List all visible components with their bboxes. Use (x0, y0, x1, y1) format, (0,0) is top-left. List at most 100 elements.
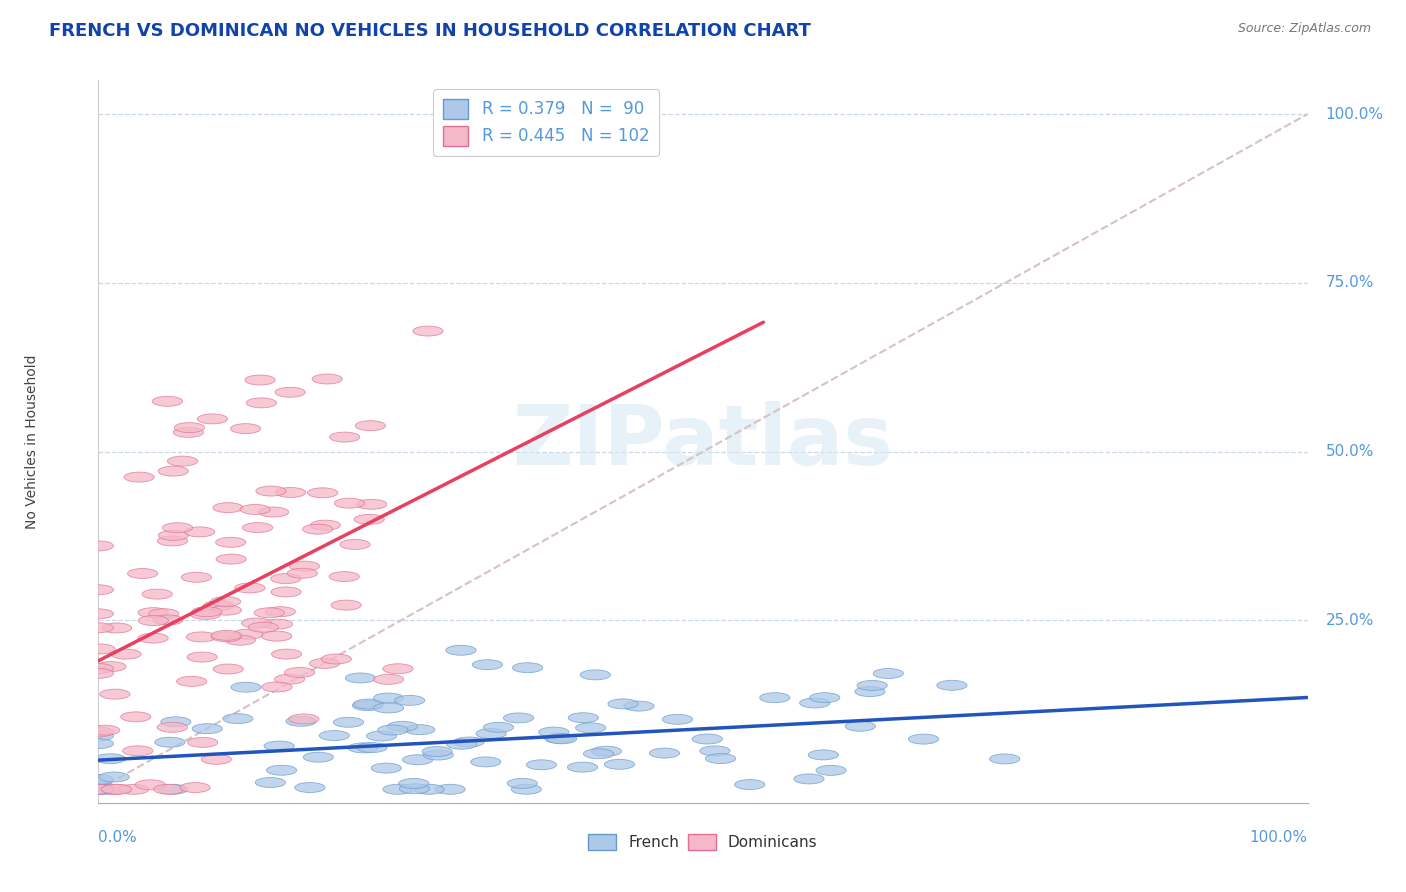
Ellipse shape (262, 632, 292, 641)
Text: 75.0%: 75.0% (1326, 276, 1374, 291)
Ellipse shape (231, 424, 260, 434)
Ellipse shape (858, 681, 887, 690)
Ellipse shape (157, 467, 188, 476)
Ellipse shape (413, 326, 443, 336)
Ellipse shape (267, 765, 297, 775)
Ellipse shape (122, 746, 153, 756)
Ellipse shape (706, 754, 735, 764)
Ellipse shape (187, 652, 217, 662)
Ellipse shape (288, 714, 319, 724)
Ellipse shape (357, 500, 387, 509)
Ellipse shape (759, 693, 790, 703)
Ellipse shape (149, 608, 179, 619)
Ellipse shape (271, 649, 302, 659)
Ellipse shape (160, 717, 191, 727)
Ellipse shape (512, 663, 543, 673)
Ellipse shape (242, 618, 271, 628)
Ellipse shape (845, 722, 876, 731)
Ellipse shape (173, 427, 204, 437)
Ellipse shape (308, 488, 337, 498)
Ellipse shape (382, 784, 413, 794)
Ellipse shape (446, 645, 477, 656)
Ellipse shape (568, 713, 599, 723)
Ellipse shape (83, 739, 114, 748)
Ellipse shape (503, 713, 534, 723)
Ellipse shape (215, 537, 246, 548)
Ellipse shape (333, 717, 364, 727)
Ellipse shape (583, 748, 613, 759)
Ellipse shape (581, 670, 610, 680)
Ellipse shape (274, 674, 305, 684)
Ellipse shape (83, 623, 114, 632)
Ellipse shape (387, 722, 418, 731)
Ellipse shape (259, 507, 288, 517)
Ellipse shape (422, 747, 453, 756)
Ellipse shape (349, 743, 378, 753)
Ellipse shape (568, 762, 598, 772)
Ellipse shape (321, 654, 352, 664)
Ellipse shape (413, 784, 444, 794)
Ellipse shape (454, 737, 484, 747)
Ellipse shape (128, 568, 157, 579)
Ellipse shape (96, 662, 127, 672)
Ellipse shape (624, 701, 654, 711)
Ellipse shape (83, 784, 114, 794)
Ellipse shape (157, 723, 187, 732)
Ellipse shape (378, 725, 408, 735)
Ellipse shape (808, 750, 838, 760)
Ellipse shape (374, 703, 404, 713)
Ellipse shape (472, 660, 502, 670)
Ellipse shape (83, 727, 114, 737)
Ellipse shape (399, 784, 430, 794)
Ellipse shape (329, 432, 360, 442)
Text: 50.0%: 50.0% (1326, 444, 1374, 459)
Ellipse shape (271, 587, 301, 597)
Ellipse shape (908, 734, 939, 744)
Text: 25.0%: 25.0% (1326, 613, 1374, 628)
Ellipse shape (211, 605, 242, 615)
Ellipse shape (235, 583, 264, 593)
Ellipse shape (512, 784, 541, 794)
Ellipse shape (83, 541, 114, 551)
Ellipse shape (83, 784, 114, 794)
Ellipse shape (304, 752, 333, 762)
Ellipse shape (83, 784, 114, 794)
Ellipse shape (335, 499, 364, 508)
Ellipse shape (138, 607, 169, 617)
Text: 100.0%: 100.0% (1326, 106, 1384, 121)
Ellipse shape (346, 673, 375, 683)
Ellipse shape (936, 681, 967, 690)
Ellipse shape (402, 755, 433, 764)
Text: Source: ZipAtlas.com: Source: ZipAtlas.com (1237, 22, 1371, 36)
Text: ZIPatlas: ZIPatlas (513, 401, 893, 482)
Ellipse shape (547, 734, 576, 744)
Ellipse shape (187, 738, 218, 747)
Ellipse shape (471, 757, 501, 767)
Ellipse shape (201, 755, 232, 764)
Ellipse shape (290, 561, 319, 571)
Ellipse shape (83, 784, 114, 794)
Ellipse shape (100, 690, 129, 699)
Ellipse shape (96, 754, 125, 764)
Ellipse shape (508, 779, 537, 789)
Ellipse shape (810, 693, 839, 703)
Ellipse shape (353, 699, 384, 709)
Ellipse shape (354, 515, 384, 524)
Ellipse shape (312, 374, 342, 384)
Ellipse shape (284, 667, 315, 677)
Ellipse shape (204, 600, 233, 611)
Ellipse shape (794, 774, 824, 784)
Ellipse shape (800, 698, 830, 708)
Ellipse shape (174, 423, 204, 433)
Ellipse shape (157, 784, 187, 794)
Ellipse shape (163, 523, 193, 533)
Ellipse shape (138, 615, 169, 625)
Ellipse shape (399, 779, 429, 789)
Ellipse shape (83, 731, 114, 741)
Ellipse shape (212, 503, 243, 513)
Ellipse shape (353, 700, 382, 711)
Ellipse shape (245, 375, 276, 385)
Ellipse shape (193, 723, 222, 733)
Ellipse shape (180, 782, 209, 792)
Ellipse shape (83, 585, 114, 595)
